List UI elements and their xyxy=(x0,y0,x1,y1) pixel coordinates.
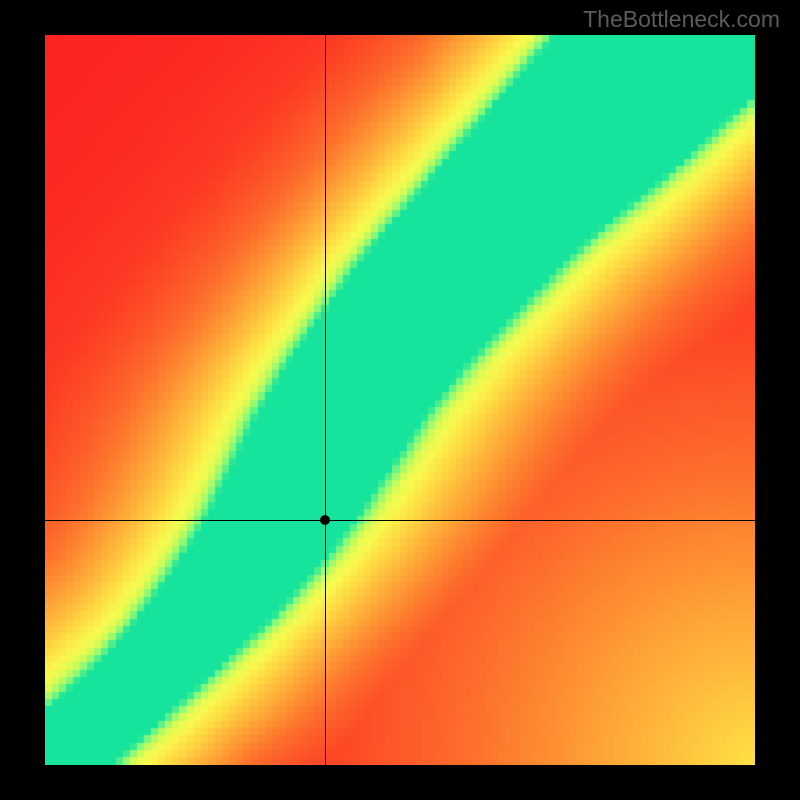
watermark-label: TheBottleneck.com xyxy=(583,6,780,33)
heatmap-canvas xyxy=(45,35,755,765)
heatmap-plot xyxy=(45,35,755,765)
crosshair-vertical xyxy=(325,35,326,765)
crosshair-marker xyxy=(320,515,330,525)
chart-container: TheBottleneck.com xyxy=(0,0,800,800)
crosshair-horizontal xyxy=(45,520,755,521)
